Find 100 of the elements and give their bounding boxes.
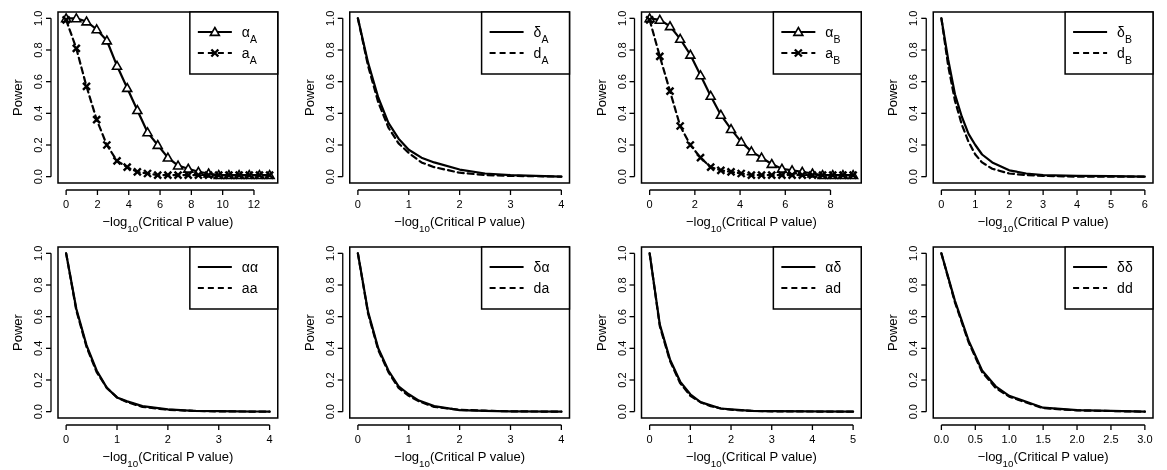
x-axis-title: −log$_{10}$(Critical P value) — [685, 214, 817, 234]
x-tick-label: 1.0 — [1001, 433, 1017, 445]
x-axis-title: −log$_{10}$(Critical P value) — [102, 449, 234, 469]
x-tick-label: 5 — [1107, 198, 1115, 210]
y-tick-label: 0.2 — [907, 137, 920, 153]
y-tick-label: 0.4 — [32, 340, 44, 356]
x-tick-label: 0 — [354, 433, 361, 445]
y-tick-label: 1.0 — [615, 245, 628, 261]
legend-label: αδ — [825, 259, 842, 275]
x-tick-label: 3 — [507, 433, 514, 445]
y-tick-label: 0.8 — [907, 277, 920, 293]
y-tick-label: 0.4 — [907, 340, 920, 356]
y-tick-label: 0.4 — [907, 105, 920, 121]
y-axis-title: Power — [10, 78, 25, 116]
y-tick-label: 0.6 — [32, 74, 44, 90]
x-tick-label: 2 — [1006, 198, 1013, 210]
y-tick-label: 0.4 — [615, 340, 628, 356]
x-tick-label: 1 — [113, 433, 121, 445]
x-tick-label: 0 — [63, 433, 70, 445]
x-tick-label: 0.0 — [933, 433, 950, 445]
y-tick-label: 0.2 — [32, 372, 44, 388]
legend-label: δ$_{B}$ — [1117, 24, 1132, 45]
x-tick-label: 2 — [456, 433, 463, 445]
y-axis-title: Power — [301, 78, 317, 116]
x-tick-label: 3 — [768, 433, 775, 445]
x-tick-label: 6 — [1141, 198, 1148, 210]
legend-label: α$_{A}$ — [241, 24, 257, 45]
x-tick-label: 1 — [405, 433, 412, 445]
legend-label: δ$_{A}$ — [533, 24, 549, 45]
y-tick-label: 0.0 — [615, 404, 628, 420]
x-tick-label: 4 — [125, 198, 132, 210]
y-axis-title: Power — [10, 313, 25, 351]
y-tick-label: 0.0 — [907, 169, 920, 185]
y-tick-label: 0.0 — [32, 169, 44, 185]
y-tick-label: 0.8 — [32, 42, 44, 58]
legend-label: a$_{B}$ — [825, 45, 841, 66]
y-axis-title: Power — [593, 313, 609, 351]
y-tick-label: 0.4 — [323, 340, 336, 356]
legend-label: d$_{A}$ — [533, 45, 549, 66]
legend-label: δα — [533, 259, 550, 275]
x-tick-label: 4 — [266, 433, 273, 445]
x-tick-label: 2.5 — [1103, 433, 1119, 445]
x-tick-label: 3 — [507, 198, 514, 210]
legend-label: ad — [825, 280, 841, 296]
x-axis-title: −log$_{10}$(Critical P value) — [685, 449, 817, 469]
x-tick-label: 0 — [354, 198, 361, 210]
y-axis-title: Power — [885, 313, 901, 351]
y-tick-label: 0.2 — [32, 137, 44, 153]
y-tick-label: 0.2 — [323, 372, 336, 388]
legend-label: d$_{B}$ — [1117, 45, 1132, 66]
x-tick-label: 1 — [972, 198, 979, 210]
y-tick-label: 1.0 — [32, 245, 44, 261]
y-tick-label: 0.2 — [907, 372, 920, 388]
y-tick-label: 0.6 — [615, 74, 628, 90]
y-tick-label: 0.2 — [615, 372, 628, 388]
x-tick-label: 0 — [938, 198, 945, 210]
y-tick-label: 0.8 — [323, 42, 336, 58]
legend-label: a$_{A}$ — [241, 45, 257, 66]
y-tick-label: 1.0 — [615, 10, 628, 26]
y-tick-label: 1.0 — [323, 245, 336, 261]
legend-label: α$_{B}$ — [825, 24, 841, 45]
x-tick-label: 4 — [558, 198, 565, 210]
y-tick-label: 0.6 — [615, 309, 628, 325]
y-axis-title: Power — [301, 313, 317, 351]
x-axis-title: −log$_{10}$(Critical P value) — [394, 214, 526, 234]
x-tick-label: 4 — [737, 198, 744, 210]
y-axis-title: Power — [593, 78, 609, 116]
x-tick-label: 3 — [1040, 198, 1047, 210]
y-tick-label: 0.6 — [32, 309, 44, 325]
x-axis-title: −log$_{10}$(Critical P value) — [977, 214, 1109, 234]
x-tick-label: 2 — [691, 198, 698, 210]
y-tick-label: 0.0 — [32, 404, 44, 420]
x-tick-label: 3.0 — [1137, 433, 1153, 445]
y-tick-label: 0.6 — [323, 309, 336, 325]
x-tick-label: 4 — [558, 433, 565, 445]
x-tick-label: 10 — [216, 198, 229, 210]
y-tick-label: 0.6 — [323, 74, 336, 90]
x-tick-label: 1 — [405, 198, 412, 210]
y-tick-label: 0.0 — [907, 404, 920, 420]
x-axis-title: −log$_{10}$(Critical P value) — [102, 214, 234, 234]
x-tick-label: 2.0 — [1069, 433, 1085, 445]
x-tick-label: 0 — [63, 198, 70, 210]
y-tick-label: 0.2 — [615, 137, 628, 153]
x-axis-title: −log$_{10}$(Critical P value) — [394, 449, 526, 469]
x-tick-label: 2 — [456, 198, 463, 210]
x-tick-label: 1.5 — [1035, 433, 1051, 445]
y-tick-label: 0.2 — [323, 137, 336, 153]
x-tick-label: 4 — [1073, 198, 1081, 210]
legend-label: δδ — [1117, 259, 1133, 275]
y-tick-label: 0.4 — [323, 105, 336, 121]
y-tick-label: 1.0 — [907, 10, 920, 26]
legend-label: da — [533, 280, 550, 296]
x-tick-label: 6 — [156, 198, 164, 210]
legend-label: aa — [241, 280, 258, 296]
x-tick-label: 6 — [782, 198, 789, 210]
y-tick-label: 0.4 — [615, 105, 628, 121]
y-tick-label: 0.6 — [907, 309, 920, 325]
x-tick-label: 0 — [646, 198, 653, 210]
y-tick-label: 0.6 — [907, 74, 920, 90]
y-tick-label: 1.0 — [907, 245, 920, 261]
